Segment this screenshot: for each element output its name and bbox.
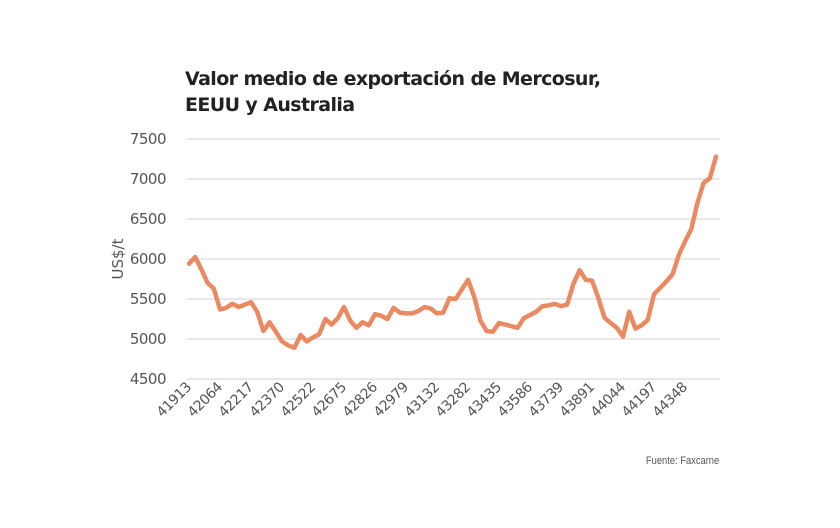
- chart-title: Valor medio de exportación de Mercosur, …: [185, 66, 601, 118]
- x-axis-ticks: 4191342064422174237042522426754282642979…: [154, 379, 691, 420]
- series-line: [186, 154, 719, 351]
- series-group: [186, 154, 719, 351]
- y-tick-label: 4500: [130, 370, 166, 388]
- y-tick-label: 5000: [130, 330, 166, 348]
- chart-title-line-2: EEUU y Australia: [185, 94, 355, 116]
- y-axis-ticks: 4500 5000 5500 6000 6500 7000 7500: [130, 130, 167, 388]
- y-axis-label: US$/t: [109, 238, 127, 279]
- y-tick-label: 6000: [130, 250, 166, 268]
- source-note: Fuente: Faxcarne: [645, 455, 719, 467]
- y-tick-label: 6500: [130, 210, 166, 228]
- y-tick-label: 7500: [130, 130, 166, 148]
- gridlines: [187, 138, 720, 380]
- chart-title-line-1: Valor medio de exportación de Mercosur,: [185, 68, 601, 90]
- y-tick-label: 7000: [130, 170, 166, 188]
- x-tick-label: 44348: [650, 380, 691, 421]
- y-tick-label: 5500: [130, 290, 166, 308]
